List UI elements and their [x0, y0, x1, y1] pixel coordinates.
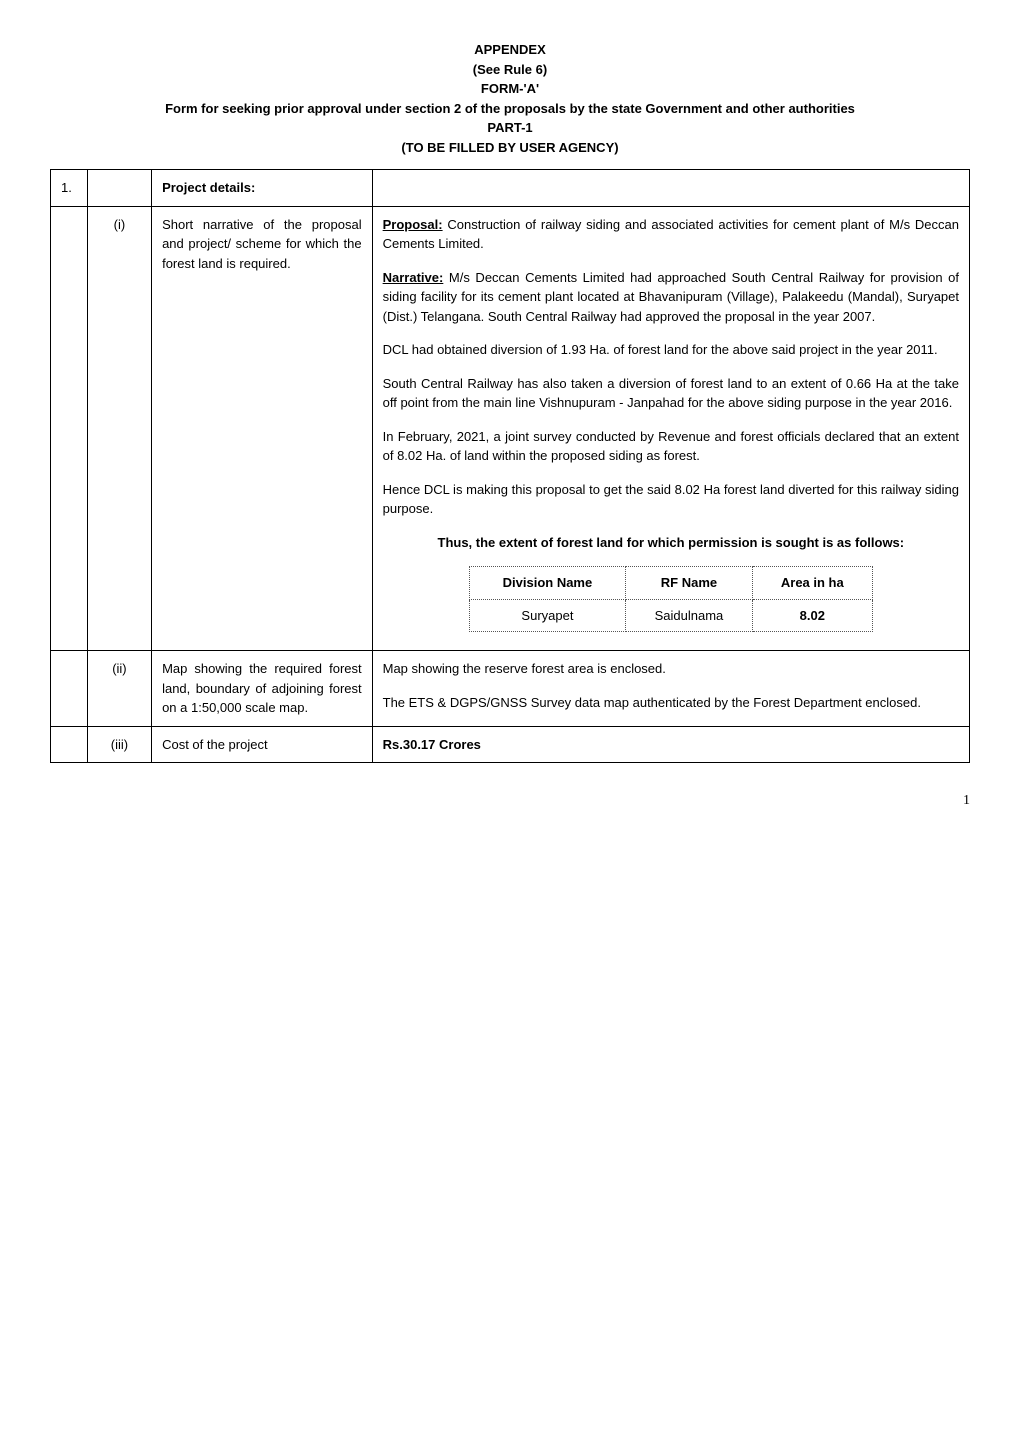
extent-table-header-row: Division Name RF Name Area in ha: [470, 567, 872, 600]
extent-table-data-row: Suryapet Saidulnama 8.02: [470, 599, 872, 632]
section-title-text: Project details:: [162, 180, 255, 195]
section-title: Project details:: [152, 170, 373, 207]
para-extent-heading: Thus, the extent of forest land for whic…: [383, 533, 959, 553]
para-scr-diversion: South Central Railway has also taken a d…: [383, 374, 959, 413]
row-i: (i) Short narrative of the proposal and …: [51, 206, 970, 651]
section-content-blank: [372, 170, 969, 207]
para-survey: In February, 2021, a joint survey conduc…: [383, 427, 959, 466]
header-line-rule: (See Rule 6): [50, 60, 970, 80]
row-ii: (ii) Map showing the required forest lan…: [51, 651, 970, 727]
row-iii-num-blank: [51, 726, 88, 763]
narrative-para: Narrative: M/s Deccan Cements Limited ha…: [383, 268, 959, 327]
row-ii-para1: Map showing the reserve forest area is e…: [383, 659, 959, 679]
para-hence: Hence DCL is making this proposal to get…: [383, 480, 959, 519]
row-i-num-blank: [51, 206, 88, 651]
row-i-label: Short narrative of the proposal and proj…: [152, 206, 373, 651]
header-line-part: PART-1: [50, 118, 970, 138]
document-header: APPENDEX (See Rule 6) FORM-'A' Form for …: [50, 40, 970, 157]
section-number: 1.: [51, 170, 88, 207]
row-ii-para2: The ETS & DGPS/GNSS Survey data map auth…: [383, 693, 959, 713]
extent-td-division: Suryapet: [470, 599, 626, 632]
narrative-text: M/s Deccan Cements Limited had approache…: [383, 270, 959, 324]
page-number: 1: [50, 793, 970, 809]
extent-table: Division Name RF Name Area in ha Suryape…: [469, 566, 872, 632]
row-ii-label: Map showing the required forest land, bo…: [152, 651, 373, 727]
row-i-sub: (i): [87, 206, 151, 651]
row-ii-num-blank: [51, 651, 88, 727]
header-line-filled-by: (TO BE FILLED BY USER AGENCY): [50, 138, 970, 158]
proposal-text: Construction of railway siding and assoc…: [383, 217, 959, 252]
extent-th-division: Division Name: [470, 567, 626, 600]
row-iii-sub: (iii): [87, 726, 151, 763]
extent-td-area-value: 8.02: [800, 608, 825, 623]
header-line-form: FORM-'A': [50, 79, 970, 99]
extent-th-area: Area in ha: [753, 567, 872, 600]
row-ii-content: Map showing the reserve forest area is e…: [372, 651, 969, 727]
para-dcl-diversion: DCL had obtained diversion of 1.93 Ha. o…: [383, 340, 959, 360]
section-row: 1. Project details:: [51, 170, 970, 207]
narrative-prefix: Narrative:: [383, 270, 444, 285]
row-iii-label: Cost of the project: [152, 726, 373, 763]
row-iii: (iii) Cost of the project Rs.30.17 Crore…: [51, 726, 970, 763]
row-i-content: Proposal: Construction of railway siding…: [372, 206, 969, 651]
row-ii-sub: (ii): [87, 651, 151, 727]
extent-th-rf: RF Name: [625, 567, 752, 600]
proposal-prefix: Proposal:: [383, 217, 443, 232]
header-line-appendex: APPENDEX: [50, 40, 970, 60]
row-iii-cost: Rs.30.17 Crores: [383, 737, 481, 752]
extent-td-rf: Saidulnama: [625, 599, 752, 632]
header-line-desc: Form for seeking prior approval under se…: [50, 99, 970, 119]
section-sub-blank: [87, 170, 151, 207]
main-table: 1. Project details: (i) Short narrative …: [50, 169, 970, 763]
proposal-para: Proposal: Construction of railway siding…: [383, 215, 959, 254]
extent-td-area: 8.02: [753, 599, 872, 632]
row-iii-content: Rs.30.17 Crores: [372, 726, 969, 763]
